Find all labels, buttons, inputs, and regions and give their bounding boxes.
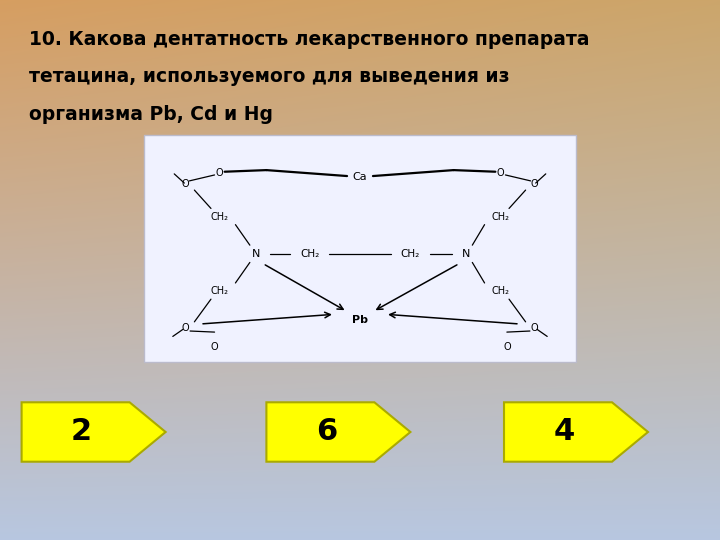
Text: 4: 4 xyxy=(554,417,575,447)
Text: CH₂: CH₂ xyxy=(300,249,319,259)
Text: O: O xyxy=(497,168,504,178)
Text: O: O xyxy=(503,342,510,352)
Text: O: O xyxy=(182,179,189,188)
Text: 10. Какова дентатность лекарственного препарата: 10. Какова дентатность лекарственного пр… xyxy=(29,30,589,49)
Text: N: N xyxy=(462,249,471,259)
Text: CH₂: CH₂ xyxy=(210,212,229,222)
Polygon shape xyxy=(22,402,166,462)
Text: организма Pb, Cd и Hg: организма Pb, Cd и Hg xyxy=(29,105,273,124)
Text: CH₂: CH₂ xyxy=(401,249,420,259)
Text: O: O xyxy=(531,323,538,333)
Text: CH₂: CH₂ xyxy=(491,212,510,222)
Polygon shape xyxy=(504,402,648,462)
Polygon shape xyxy=(266,402,410,462)
Text: N: N xyxy=(251,249,260,259)
Text: тетацина, используемого для выведения из: тетацина, используемого для выведения из xyxy=(29,68,510,86)
Text: CH₂: CH₂ xyxy=(210,286,229,295)
Text: O: O xyxy=(216,168,223,178)
Text: Ca: Ca xyxy=(353,172,367,182)
Text: O: O xyxy=(182,323,189,333)
Text: Pb: Pb xyxy=(352,315,368,325)
Text: 6: 6 xyxy=(316,417,337,447)
Text: O: O xyxy=(531,179,538,188)
Text: O: O xyxy=(211,342,218,352)
Text: CH₂: CH₂ xyxy=(491,286,510,295)
Text: 2: 2 xyxy=(71,417,92,447)
FancyBboxPatch shape xyxy=(144,135,576,362)
